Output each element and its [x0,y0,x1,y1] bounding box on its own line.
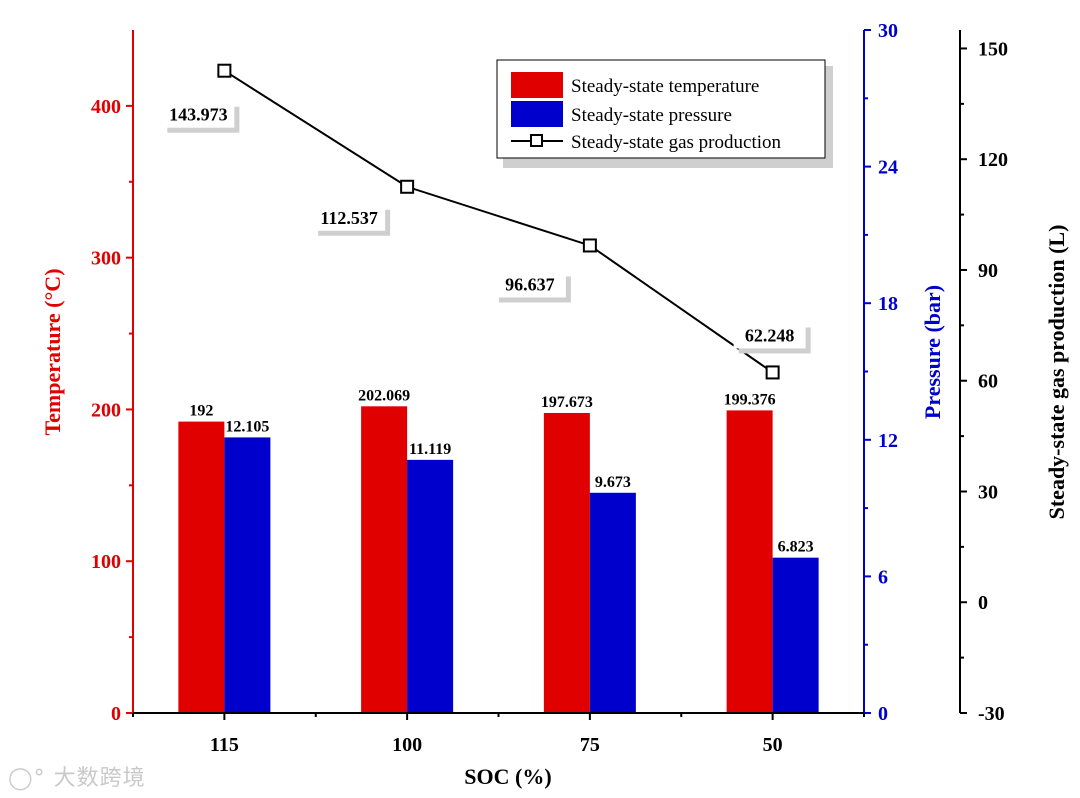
pressure-tick-label: 24 [878,157,898,179]
gas-label-box-50 [733,322,806,349]
bar-pressure-100 [407,459,454,713]
gas-axis-title: Steady-state gas production (L) [1044,225,1069,520]
bar-temperature-100 [361,406,408,713]
temperature-tick-label: 400 [91,96,121,118]
bar-temperature-75 [543,412,590,713]
pressure-axis-title: Pressure (bar) [920,285,945,419]
temperature-tick-label: 0 [111,703,121,725]
pressure-tick-label: 0 [878,703,888,725]
bar-label-temperature-100: 202.069 [358,387,410,404]
legend-swatch-temperature [511,72,563,98]
gas-tick-label: 0 [978,592,988,614]
pressure-tick-label: 12 [878,430,898,452]
axes: 0 100 200 300 400 0 6 12 18 24 30 -30 0 30 60 90 120 150 1… [91,20,1008,756]
legend: Steady-state temperature Steady-state pr… [496,59,833,168]
gas-value-labels: 143.973 112.537 96.637 62.248 [162,101,811,354]
gas-tick-label: 60 [978,371,998,393]
gas-label-box-100 [313,204,386,231]
gas-label-75: 96.637 [505,274,555,294]
watermark-text: 大数跨境 [53,766,146,791]
gas-production-line [217,63,780,380]
legend-swatch-pressure [511,101,563,127]
gas-label-100: 112.537 [320,208,378,228]
gas-tick-label: 30 [978,481,998,503]
bar-label-temperature-115: 192 [189,403,213,420]
legend-label-gas: Steady-state gas production [571,132,782,153]
bar-pressure-115 [224,437,271,713]
temperature-tick-label: 300 [91,248,121,270]
gas-label-115: 143.973 [169,105,228,125]
gas-point-75 [582,238,597,253]
x-tick-label: 115 [210,734,239,756]
pressure-tick-label: 18 [878,293,898,315]
x-axis-title: SOC (%) [464,764,551,789]
gas-label-box-75 [493,271,566,298]
gas-label-50: 62.248 [745,325,795,345]
bar-pressure-50 [772,557,819,713]
bar-label-pressure-75: 9.673 [595,474,631,491]
pressure-tick-label: 30 [878,20,898,42]
temperature-tick-label: 100 [91,551,121,573]
x-tick-label: 75 [580,734,600,756]
temperature-tick-label: 200 [91,399,121,421]
legend-label-pressure: Steady-state pressure [571,105,732,126]
x-tick-label: 50 [763,734,783,756]
bar-label-temperature-50: 199.376 [724,391,776,408]
gas-point-100 [400,179,415,194]
legend-marker-gas [530,134,543,147]
bar-temperature-50 [726,410,773,713]
pressure-tick-label: 6 [878,566,888,588]
gas-tick-label: -30 [978,703,1005,725]
bar-temperature-115 [178,421,225,713]
gas-point-50 [765,365,780,380]
bar-label-temperature-75: 197.673 [541,394,593,411]
gas-label-box-115 [162,101,235,128]
watermark: ◯° 大数跨境 [8,766,146,791]
bar-group [178,406,819,713]
x-tick-label: 100 [392,734,422,756]
gas-tick-label: 90 [978,260,998,282]
bar-value-labels: 192 12.105 202.069 11.119 197.673 9.673 199.37… [189,387,813,555]
gas-tick-label: 120 [978,149,1008,171]
bar-label-pressure-50: 6.823 [778,539,814,556]
temperature-axis-title: Temperature (°C) [40,268,65,435]
legend-label-temperature: Steady-state temperature [571,76,759,97]
bar-label-pressure-115: 12.105 [225,418,269,435]
bar-pressure-75 [589,492,636,713]
gas-production-polyline [223,69,774,374]
bar-label-pressure-100: 11.119 [409,441,451,458]
gas-point-115 [217,63,232,78]
gas-tick-label: 150 [978,38,1008,60]
